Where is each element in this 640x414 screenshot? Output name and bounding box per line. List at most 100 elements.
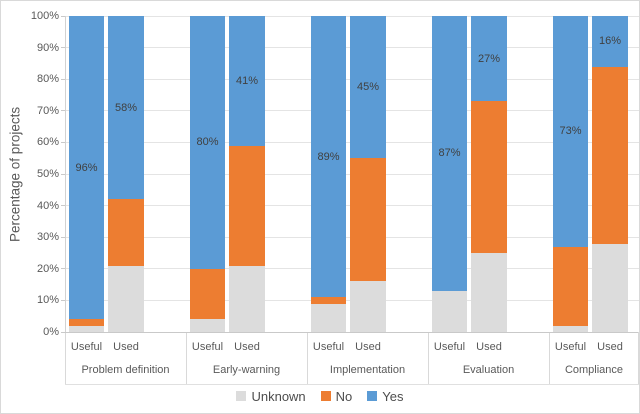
bar-useful: 80% — [190, 16, 225, 332]
sub-category-label: Useful — [191, 341, 224, 353]
sub-category-label: Used — [355, 341, 381, 353]
bar-segment-unknown — [350, 281, 386, 332]
sub-category-label: Used — [234, 341, 260, 353]
legend-label: No — [335, 388, 353, 404]
bar-segment-yes: 27% — [471, 16, 507, 102]
y-axis-tick — [61, 268, 65, 270]
y-axis-tick — [61, 47, 65, 49]
data-label: 27% — [477, 52, 501, 65]
category-label: Problem definition — [81, 364, 170, 376]
y-axis-tick — [61, 205, 65, 207]
data-label: 87% — [438, 147, 461, 160]
bar-segment-no — [190, 268, 225, 320]
bar-useful: 87% — [432, 16, 467, 332]
y-tick-label: 0% — [43, 326, 59, 338]
bar-segment-unknown — [432, 290, 467, 332]
y-axis-tick — [61, 299, 65, 301]
bar-segment-unknown — [69, 325, 104, 332]
bar-segment-yes: 58% — [108, 16, 144, 200]
legend-item-yes: Yes — [367, 388, 404, 404]
axis-label-area-border — [65, 384, 639, 385]
sub-category-label: Useful — [312, 341, 345, 353]
data-label: 80% — [196, 136, 219, 149]
category-label: Early-warning — [212, 364, 281, 376]
sub-category-label: Used — [597, 341, 623, 353]
bar-segment-no — [229, 145, 265, 266]
bar-segment-unknown — [229, 265, 265, 332]
data-label: 45% — [356, 81, 380, 94]
y-axis-tick — [61, 173, 65, 175]
y-axis-line — [65, 16, 66, 332]
legend-swatch-unknown — [236, 391, 247, 401]
bar-segment-yes: 16% — [592, 16, 628, 67]
y-tick-label: 50% — [36, 168, 59, 180]
bar-segment-yes: 41% — [229, 16, 265, 146]
bar-useful: 96% — [69, 16, 104, 332]
y-axis-tick — [61, 110, 65, 112]
y-axis-tick — [61, 78, 65, 80]
bar-segment-no — [311, 297, 346, 304]
data-label: 58% — [114, 101, 138, 114]
bar-segment-no — [69, 319, 104, 326]
category-separator — [428, 332, 429, 384]
bar-segment-unknown — [108, 265, 144, 332]
category-separator — [65, 332, 66, 384]
y-axis-tick — [61, 331, 65, 333]
legend-label: Unknown — [251, 388, 306, 404]
bar-segment-unknown — [311, 303, 346, 332]
category-label: Evaluation — [462, 364, 515, 376]
category-separator — [307, 332, 308, 384]
bar-segment-no — [471, 101, 507, 253]
sub-category-label: Useful — [554, 341, 587, 353]
y-tick-label: 70% — [36, 104, 59, 117]
bar-used: 58% — [108, 16, 144, 332]
data-label: 89% — [317, 150, 340, 163]
bar-segment-unknown — [190, 319, 225, 332]
legend-item-no: No — [320, 388, 353, 404]
y-axis-tick — [61, 141, 65, 143]
category-separator — [549, 332, 550, 384]
bar-segment-no — [108, 199, 144, 266]
bar-segment-yes: 96% — [69, 16, 104, 320]
data-label: 73% — [559, 125, 582, 138]
chart-legend: Unknown No Yes — [1, 384, 639, 408]
bar-used: 41% — [229, 16, 265, 332]
bar-segment-unknown — [592, 243, 628, 332]
bar-segment-yes: 89% — [311, 16, 346, 298]
bar-segment-yes: 87% — [432, 16, 467, 291]
grid-line — [65, 15, 639, 17]
bar-used: 27% — [471, 16, 507, 332]
bar-useful: 89% — [311, 16, 346, 332]
y-axis-tick — [61, 15, 65, 17]
bar-segment-yes: 45% — [350, 16, 386, 159]
category-separator — [638, 332, 639, 384]
sub-category-label: Useful — [70, 341, 103, 353]
sub-category-label: Useful — [433, 341, 466, 353]
y-tick-label: 30% — [36, 231, 59, 244]
bar-segment-unknown — [553, 325, 588, 332]
bar-segment-no — [350, 158, 386, 282]
category-label: Compliance — [564, 364, 624, 376]
bar-useful: 73% — [553, 16, 588, 332]
category-separator — [186, 332, 187, 384]
y-tick-label: 10% — [36, 294, 59, 307]
legend-swatch-no — [320, 391, 331, 401]
sub-category-label: Used — [113, 341, 139, 353]
legend-label: Yes — [382, 388, 404, 404]
data-label: 96% — [75, 161, 98, 174]
y-axis-tick — [61, 236, 65, 238]
bar-segment-yes: 80% — [190, 16, 225, 269]
y-tick-label: 40% — [36, 199, 59, 212]
y-tick-label: 100% — [30, 10, 59, 22]
bar-segment-unknown — [471, 253, 507, 332]
y-tick-label: 90% — [36, 41, 59, 54]
bar-segment-no — [553, 246, 588, 326]
data-label: 16% — [598, 35, 622, 48]
bar-segment-yes: 73% — [553, 16, 588, 247]
sub-category-label: Used — [476, 341, 502, 353]
bar-segment-no — [592, 66, 628, 244]
data-label: 41% — [235, 74, 259, 87]
y-tick-label: 60% — [36, 136, 59, 149]
y-tick-label: 80% — [36, 73, 59, 86]
